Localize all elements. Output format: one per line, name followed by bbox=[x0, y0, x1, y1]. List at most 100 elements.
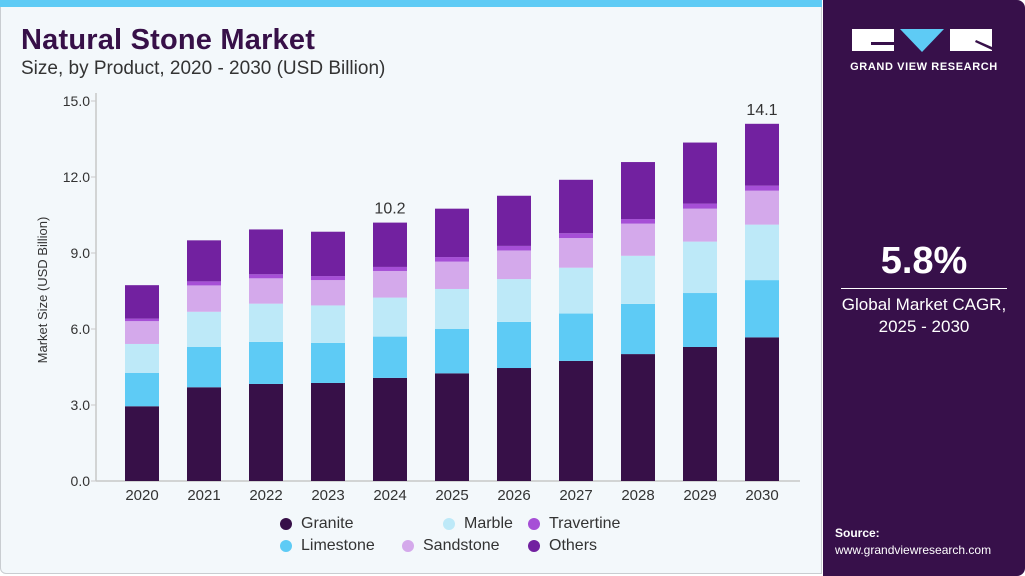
x-tick-label: 2029 bbox=[683, 487, 716, 504]
data-label: 14.1 bbox=[746, 102, 777, 119]
bar-segment-marble bbox=[621, 255, 655, 304]
bar-segment-granite bbox=[683, 346, 717, 481]
bar-segment-marble bbox=[311, 305, 345, 343]
bar-segment-others bbox=[435, 208, 469, 258]
bar-segment-others bbox=[745, 123, 779, 186]
bar-segment-travertine bbox=[497, 245, 531, 251]
x-tick-label: 2024 bbox=[373, 487, 406, 504]
legend-item-granite: Granite bbox=[280, 515, 353, 533]
y-tick-label: 12.0 bbox=[63, 169, 90, 185]
bar-segment-travertine bbox=[621, 219, 655, 224]
bar-segment-others bbox=[683, 142, 717, 204]
legend-swatch-icon bbox=[280, 518, 292, 530]
bar-segment-granite bbox=[745, 337, 779, 481]
bar-segment-granite bbox=[435, 373, 469, 481]
bar-segment-limestone bbox=[311, 342, 345, 383]
divider bbox=[841, 288, 1007, 289]
bar-segment-marble bbox=[497, 279, 531, 322]
bar-segment-limestone bbox=[373, 336, 407, 378]
bar-segment-sandstone bbox=[249, 278, 283, 304]
bar-segment-limestone bbox=[497, 321, 531, 369]
source-label: Source: bbox=[835, 526, 880, 540]
bar-segment-others bbox=[311, 231, 345, 277]
bar-segment-granite bbox=[559, 360, 593, 481]
bar-segment-limestone bbox=[187, 346, 221, 388]
accent-bar bbox=[0, 0, 822, 7]
legend-item-marble: Marble bbox=[443, 515, 513, 533]
legend-swatch-icon bbox=[280, 540, 292, 552]
bar-segment-marble bbox=[373, 297, 407, 337]
bar-segment-granite bbox=[497, 368, 531, 481]
cagr-label: Global Market CAGR, 2025 - 2030 bbox=[823, 294, 1025, 338]
bar-segment-marble bbox=[559, 267, 593, 314]
legend-label: Granite bbox=[301, 515, 354, 532]
bar-segment-others bbox=[187, 240, 221, 282]
bar-segment-marble bbox=[683, 241, 717, 294]
bar-segment-granite bbox=[311, 382, 345, 481]
y-tick-label: 0.0 bbox=[71, 473, 91, 489]
x-tick-label: 2023 bbox=[311, 487, 344, 504]
bar-segment-granite bbox=[373, 377, 407, 481]
bar-segment-granite bbox=[125, 406, 159, 481]
bar-segment-travertine bbox=[311, 276, 345, 281]
bar-segment-sandstone bbox=[187, 285, 221, 312]
bar-segment-sandstone bbox=[125, 321, 159, 344]
legend-item-travertine: Travertine bbox=[528, 515, 620, 533]
bar-segment-sandstone bbox=[621, 223, 655, 256]
x-tick-label: 2022 bbox=[249, 487, 282, 504]
legend-swatch-icon bbox=[402, 540, 414, 552]
x-tick-label: 2030 bbox=[745, 487, 778, 504]
bar-segment-travertine bbox=[435, 257, 469, 262]
bar-segment-limestone bbox=[125, 372, 159, 407]
x-tick-label: 2020 bbox=[125, 487, 158, 504]
legend-label: Travertine bbox=[549, 515, 621, 532]
cagr-label-line1: Global Market CAGR, bbox=[841, 295, 1007, 314]
x-tick-label: 2021 bbox=[187, 487, 220, 504]
bar-segment-others bbox=[125, 285, 159, 319]
x-tick-label: 2027 bbox=[559, 487, 592, 504]
bar-segment-limestone bbox=[435, 329, 469, 374]
bar-segment-marble bbox=[125, 343, 159, 373]
source-url: www.grandviewresearch.com bbox=[835, 543, 992, 557]
x-tick-label: 2028 bbox=[621, 487, 654, 504]
chart-title: Natural Stone Market bbox=[21, 24, 316, 56]
cagr-label-line2: 2025 - 2030 bbox=[878, 317, 970, 336]
bar-segment-others bbox=[249, 229, 283, 275]
bar-segment-marble bbox=[745, 224, 779, 281]
bar-segment-others bbox=[497, 195, 531, 246]
bar-segment-others bbox=[621, 162, 655, 220]
bar-segment-travertine bbox=[187, 281, 221, 286]
brand-name: GRAND VIEW RESEARCH bbox=[850, 61, 998, 73]
bar-segment-granite bbox=[621, 354, 655, 481]
bar-segment-others bbox=[559, 179, 593, 234]
legend-label: Limestone bbox=[301, 537, 375, 554]
bar-segment-limestone bbox=[559, 313, 593, 361]
y-tick-label: 15.0 bbox=[63, 93, 90, 109]
legend-item-others: Others bbox=[528, 537, 597, 555]
bar-segment-marble bbox=[435, 288, 469, 329]
legend-swatch-icon bbox=[528, 540, 540, 552]
bar-segment-sandstone bbox=[497, 250, 531, 280]
legend-label: Others bbox=[549, 537, 598, 554]
legend-label: Marble bbox=[464, 515, 513, 532]
info-sidebar: GRAND VIEW RESEARCH 5.8% Global Market C… bbox=[823, 0, 1025, 576]
bar-segment-sandstone bbox=[683, 208, 717, 242]
bar-segment-others bbox=[373, 222, 407, 267]
y-tick-label: 3.0 bbox=[71, 397, 91, 413]
legend-swatch-icon bbox=[443, 518, 455, 530]
legend-swatch-icon bbox=[528, 518, 540, 530]
bar-segment-sandstone bbox=[373, 270, 407, 298]
bar-segment-sandstone bbox=[559, 238, 593, 268]
bar-segment-limestone bbox=[249, 341, 283, 384]
y-axis-label: Market Size (USD Billion) bbox=[35, 217, 50, 364]
y-tick-label: 9.0 bbox=[71, 245, 91, 261]
legend-item-limestone: Limestone bbox=[280, 537, 375, 555]
bar-segment-limestone bbox=[621, 303, 655, 355]
chart-subtitle: Size, by Product, 2020 - 2030 (USD Billi… bbox=[21, 58, 386, 79]
bar-segment-granite bbox=[249, 383, 283, 481]
bar-segment-marble bbox=[249, 303, 283, 342]
legend-label: Sandstone bbox=[423, 537, 500, 554]
stacked-bar-chart: 0.0 3.0 6.0 9.0 12.0 15.0 Market Size (USD Bil… bbox=[35, 93, 800, 504]
x-tick-label: 2026 bbox=[497, 487, 530, 504]
data-label: 10.2 bbox=[374, 201, 405, 218]
